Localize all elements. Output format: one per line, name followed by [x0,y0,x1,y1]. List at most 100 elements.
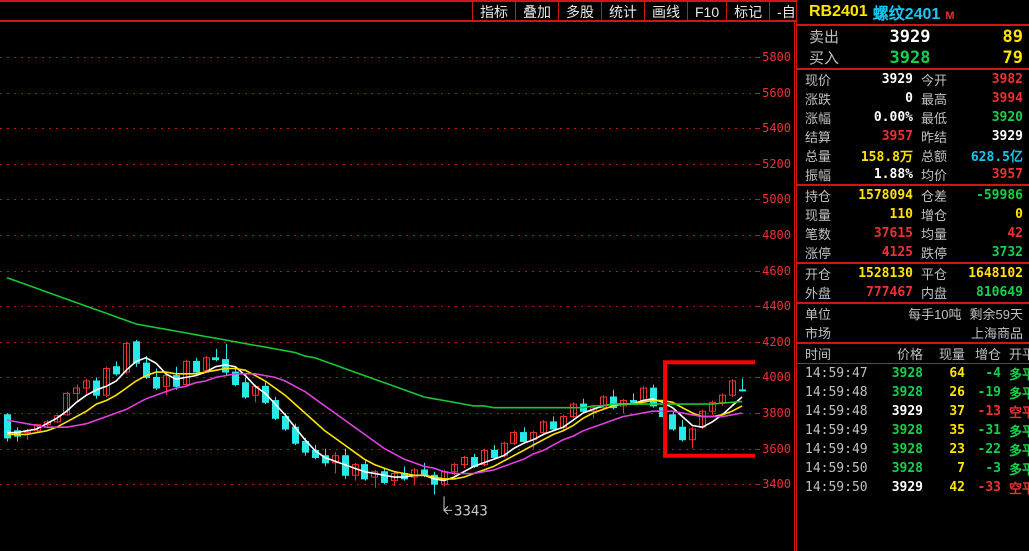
position-row: 持仓 1578094 仓差 -59986 [797,186,1029,205]
price-axis-tick [755,235,760,236]
candlestick [570,402,577,419]
stat-value-right: 810649 [976,285,1023,300]
tick-time: 14:59:47 [805,366,868,381]
ma-line-ma60 [6,276,743,409]
price-axis-tick [755,306,760,308]
bid-volume: 79 [1002,47,1023,68]
price-axis-tick [755,377,760,379]
candlestick-chart[interactable]: 3343 [0,22,755,551]
ask-volume: 89 [1002,26,1023,47]
bid-price: 3928 [889,47,931,68]
tick-price: 3928 [891,461,923,476]
statistic-row: 振幅 1.88% 均价 3957 [797,165,1029,184]
tick-flag: 多平 [1008,386,1029,401]
ask-label: 卖出 [809,29,840,46]
stat-value-right: 1648102 [968,266,1023,281]
price-axis-label: 3800 [762,406,791,420]
stat-value-left: 3929 [881,72,913,87]
candlestick [4,413,11,442]
price-axis-label: 3400 [762,477,791,492]
candlestick [93,377,100,399]
stat-label-left: 涨幅 [805,111,832,126]
contract-info-row: 市场 上海商品 [797,323,1029,342]
stat-value-left: 4125 [881,245,913,260]
stat-value-right: 3732 [991,245,1023,260]
stat-label-right: 最高 [921,92,948,107]
tick-row[interactable]: 14:59:48 3929 37 -13 空平 [797,402,1029,421]
tick-oi: -3 [985,461,1001,476]
stat-value-right: 628.5亿 [970,150,1023,165]
col-volume: 现量 [938,347,965,362]
stat-label-left: 振幅 [805,168,832,183]
tick-row[interactable]: 14:59:50 3929 42 -33 空平 [797,478,1029,497]
menu-overlay[interactable]: 叠加 [515,2,558,20]
ticks-table-body[interactable]: 14:59:47 3928 64 -4 多平 14:59:48 3928 26 -19 多平 14:… [797,364,1029,497]
price-axis-label: 5800 [762,50,791,64]
stat-value-left: 3957 [881,129,913,144]
price-axis-label: 5000 [762,192,791,207]
price-axis-label: 4600 [762,263,791,278]
stat-value-right: 0 [1015,207,1023,222]
stat-label-right: 总额 [921,149,948,164]
ma-line-ma10 [7,367,743,480]
price-axis-tick [755,484,760,486]
tick-time: 14:59:50 [805,461,868,476]
ask-price: 3929 [889,26,931,47]
menu-multistock[interactable]: 多股 [558,2,601,20]
stat-label-right: 昨结 [921,130,948,145]
tick-row[interactable]: 14:59:49 3928 23 -22 多平 [797,440,1029,459]
position-row: 涨停 4125 跌停 3732 [797,243,1029,262]
statistics-block: 现价 3929 今开 3982 涨跌 0 最高 3994 涨幅 0.00% 最低 3920 结算 3957… [797,70,1029,184]
tick-time: 14:59:49 [805,442,868,457]
position-block: 持仓 1578094 仓差 -59986 现量 110 增仓 0 笔数 37615 均量 42 涨停 41… [797,186,1029,262]
candlestick [113,361,120,376]
tick-row[interactable]: 14:59:50 3928 7 -3 多平 [797,459,1029,478]
tick-oi: -4 [985,366,1001,381]
stat-value-right: 3929 [991,129,1023,144]
price-axis-tick [755,57,760,58]
stat-label-left: 外盘 [805,286,832,301]
instrument-title[interactable]: RB2401 螺纹2401 M [797,0,1029,24]
tick-row[interactable]: 14:59:49 3928 35 -31 多平 [797,421,1029,440]
tick-price: 3928 [891,366,923,381]
candlestick [203,356,210,373]
candlestick [491,445,498,460]
tick-flag: 多平 [1008,462,1029,477]
price-axis-label: 4200 [762,334,791,349]
info-value-secondary: 剩余59天 [969,307,1023,322]
candlestick [352,462,359,481]
stat-label-right: 跌停 [921,246,948,261]
stat-label-right: 均价 [921,168,948,183]
menu-statistics[interactable]: 统计 [601,2,644,20]
stat-label-right: 增仓 [921,208,948,223]
tick-row[interactable]: 14:59:48 3928 26 -19 多平 [797,383,1029,402]
menu-f10[interactable]: F10 [687,2,726,20]
statistic-row: 总量 158.8万 总额 628.5亿 [797,146,1029,165]
tick-time: 14:59:48 [805,404,868,419]
price-axis-tick [755,413,760,414]
tick-volume: 64 [949,366,965,381]
stat-value-left: 110 [889,207,913,222]
tick-volume: 42 [949,480,965,495]
stat-label-left: 涨跌 [805,92,832,107]
price-axis-label: 5200 [762,156,791,171]
candlestick [600,395,607,410]
candlestick [520,427,527,444]
menu-indicator[interactable]: 指标 [472,2,515,20]
tick-flag: 多平 [1008,424,1029,439]
menu-drawline[interactable]: 画线 [644,2,687,20]
stat-value-right: 3982 [991,72,1023,87]
candlestick [729,379,736,397]
price-axis-label: 5600 [762,85,791,100]
candlestick [83,379,90,396]
info-label: 单位 [805,307,832,322]
ma-line-ma5 [7,356,743,482]
tick-row[interactable]: 14:59:47 3928 64 -4 多平 [797,364,1029,383]
quote-panel: RB2401 螺纹2401 M 卖出 3929 89 买入 3928 79 现价… [796,0,1029,551]
candlestick [222,343,229,376]
price-axis-label: 5400 [762,121,791,136]
price-axis-label: 3600 [762,441,791,456]
stat-label-left: 开仓 [805,267,832,282]
menu-mark[interactable]: 标记 [726,2,769,20]
candlestick [361,459,368,481]
